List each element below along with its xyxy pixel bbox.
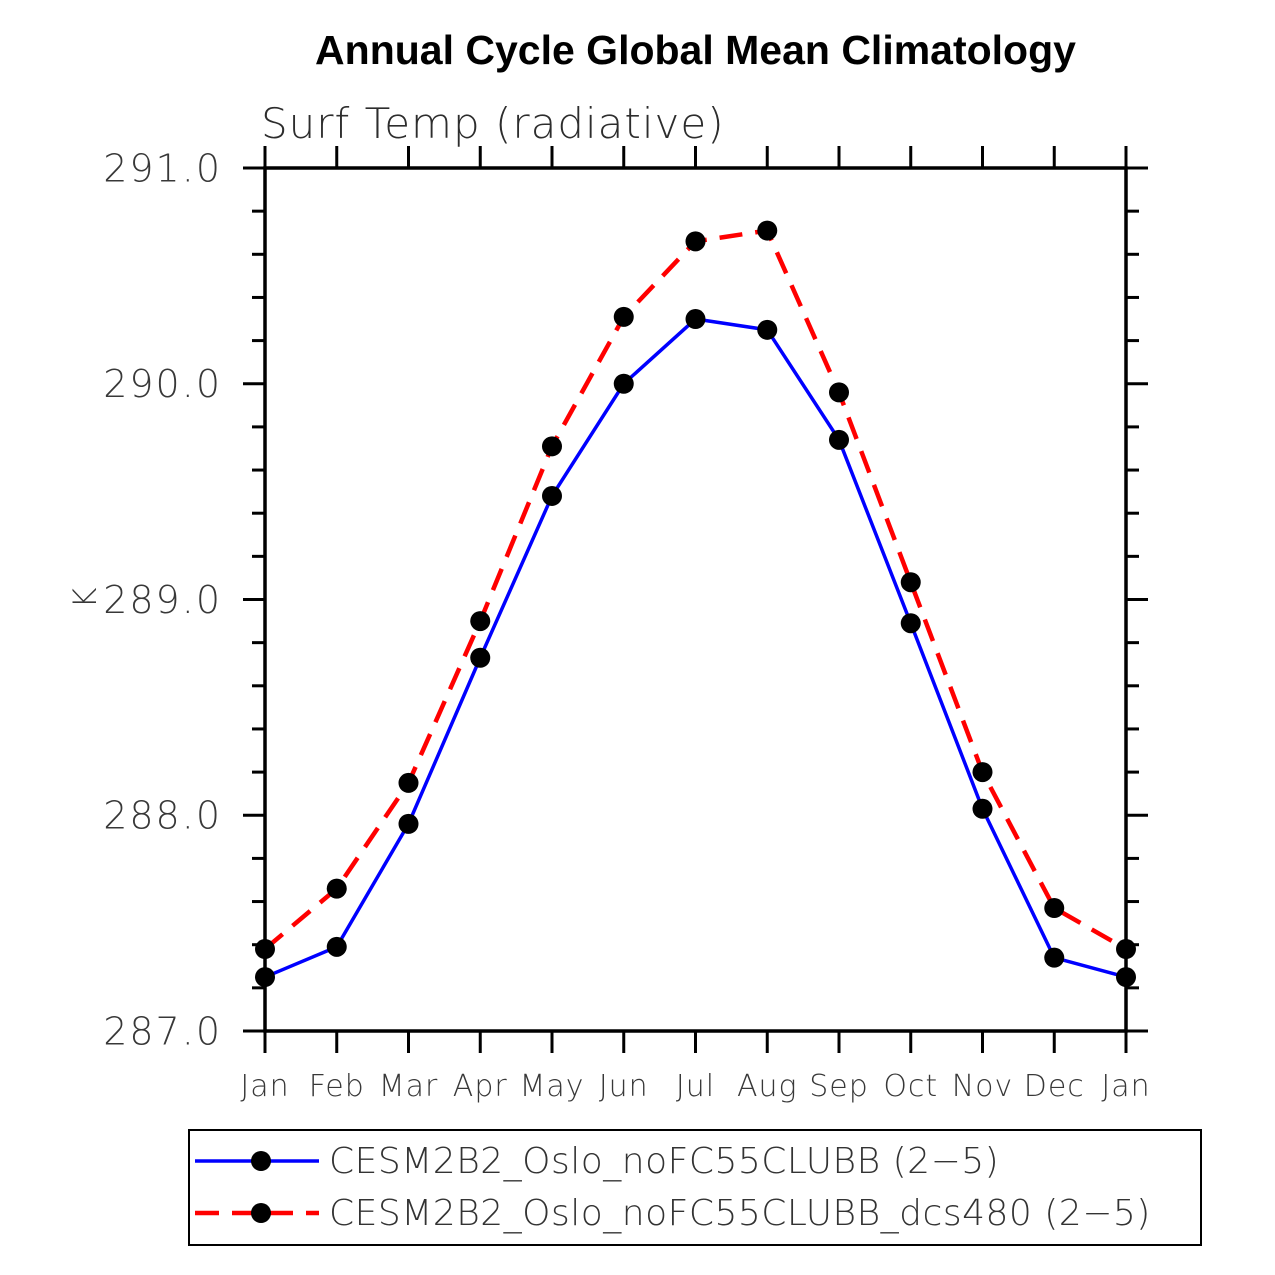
y-tick-label: 289.0	[103, 578, 222, 622]
chart-subtitle: Surf Temp (radiative)	[261, 99, 725, 148]
y-axis-ticks	[243, 166, 1148, 1033]
data-point-marker	[757, 319, 778, 340]
data-point-marker	[398, 772, 419, 793]
data-point-marker	[972, 798, 993, 819]
data-point-marker	[470, 611, 491, 632]
x-tick-label: Jan	[240, 1069, 289, 1104]
data-point-marker	[1116, 967, 1136, 988]
y-tick-labels: 287.0 288.0 289.0 290.0 291.0	[103, 146, 222, 1053]
data-point-marker	[542, 436, 562, 457]
data-point-marker	[542, 485, 562, 506]
data-point-marker	[1116, 939, 1136, 960]
plot-frame	[263, 166, 1128, 1033]
x-tick-label: Jun	[599, 1069, 649, 1104]
legend-marker-icon	[251, 1151, 271, 1171]
x-tick-label: May	[519, 1069, 584, 1104]
data-point-marker	[900, 572, 921, 593]
series-markers-1	[255, 220, 1136, 960]
legend-marker-icon	[251, 1203, 271, 1223]
data-point-marker	[829, 429, 849, 450]
x-tick-label: Dec	[1024, 1069, 1085, 1104]
x-tick-labels: Jan Feb Mar Apr May Jun Jul Aug Sep Oct Nov Dec Jan	[240, 1069, 1150, 1104]
data-point-marker	[757, 220, 778, 241]
data-point-marker	[326, 878, 347, 899]
series-line-0	[264, 317, 1127, 979]
data-point-marker	[900, 613, 921, 634]
legend-swatch-dashed-line	[195, 1203, 319, 1223]
data-point-marker	[685, 309, 706, 330]
x-tick-label: Oct	[883, 1069, 938, 1104]
x-tick-label: Feb	[309, 1069, 365, 1104]
data-point-marker	[326, 936, 347, 957]
data-point-marker	[829, 382, 849, 403]
y-tick-label: 290.0	[103, 362, 222, 406]
x-tick-label: Aug	[737, 1069, 798, 1104]
legend-swatch-solid-line	[195, 1151, 319, 1171]
legend-item-dashed: CESM2B2_Oslo_noFC55CLUBB_dcs480 (2−5)	[195, 1191, 1151, 1235]
data-point-marker	[1044, 898, 1065, 919]
x-axis-ticks	[263, 146, 1128, 1053]
data-point-marker	[685, 231, 706, 252]
data-point-marker	[1044, 947, 1065, 968]
data-point-marker	[255, 939, 275, 960]
y-tick-label: 288.0	[103, 794, 222, 838]
x-tick-label: Jul	[676, 1069, 715, 1104]
chart-title: Annual Cycle Global Mean Climatology	[315, 27, 1076, 73]
data-point-marker	[972, 762, 993, 783]
data-point-marker	[613, 306, 634, 327]
legend-label-series-1: CESM2B2_Oslo_noFC55CLUBB (2−5)	[329, 1140, 1000, 1182]
y-tick-label: 287.0	[103, 1009, 222, 1053]
y-tick-label: 291.0	[103, 146, 222, 190]
series-markers-0	[255, 309, 1136, 988]
legend-box: CESM2B2_Oslo_noFC55CLUBB (2−5) CESM2B2_O…	[188, 1129, 1202, 1246]
data-point-marker	[613, 373, 634, 394]
x-tick-label: Mar	[379, 1069, 439, 1104]
x-tick-label: Apr	[453, 1069, 508, 1104]
data-point-marker	[398, 813, 419, 834]
data-point-marker	[470, 647, 491, 668]
legend-item-solid: CESM2B2_Oslo_noFC55CLUBB (2−5)	[195, 1139, 999, 1183]
data-point-marker	[255, 967, 275, 988]
x-tick-label: Sep	[809, 1069, 869, 1104]
legend-label-series-2: CESM2B2_Oslo_noFC55CLUBB_dcs480 (2−5)	[329, 1192, 1151, 1234]
x-tick-label: Nov	[952, 1069, 1014, 1104]
x-tick-label: Jan	[1101, 1069, 1150, 1104]
